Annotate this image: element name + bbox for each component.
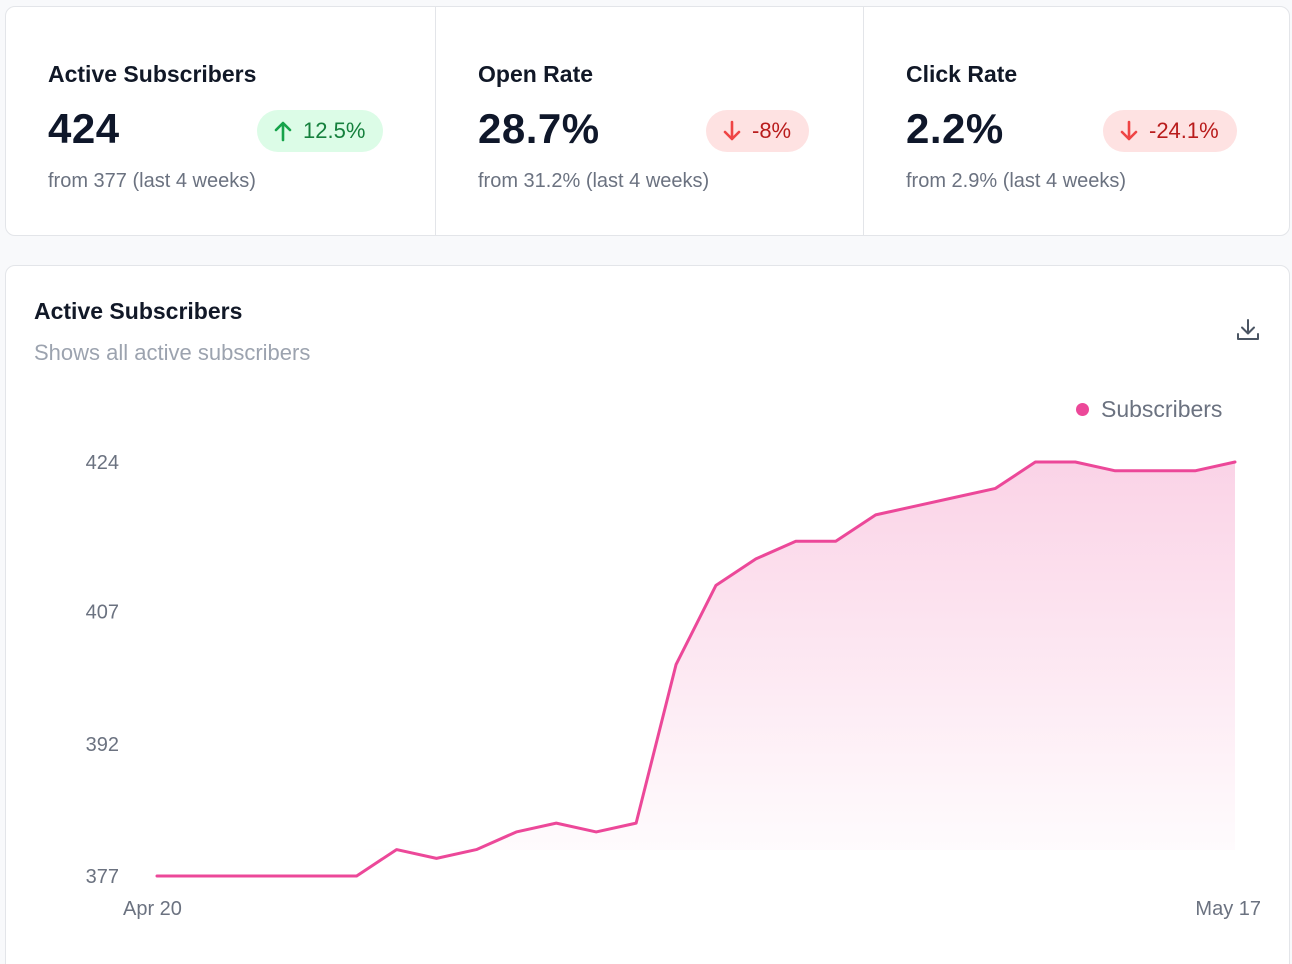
series-line [155,460,1237,878]
change-badge: -8% [706,110,810,152]
change-badge: 12.5% [257,110,384,152]
arrow-down-icon [723,120,741,141]
stat-active-subscribers: Active Subscribers 424 12.5% from 377 (l… [6,7,435,235]
stat-label: Active Subscribers [48,61,257,87]
y-tick-label: 377 [86,866,119,888]
stat-label: Click Rate [906,61,1018,87]
stat-from: from 377 (last 4 weeks) [48,170,256,192]
change-value: -8% [752,118,792,143]
chart-card: Active Subscribers Shows all active subs… [5,265,1290,964]
change-value: -24.1% [1149,118,1219,143]
download-icon [1237,319,1259,340]
chart-title: Active Subscribers [34,298,243,324]
y-tick-label: 424 [86,452,119,474]
stat-value: 2.2% [906,105,1004,152]
subscribers-chart: 377 392 407 424 Apr 20 May 17 [86,452,1261,920]
stat-value: 28.7% [478,105,600,152]
series-area [157,462,1235,850]
stat-from: from 2.9% (last 4 weeks) [906,170,1127,192]
change-badge: -24.1% [1103,110,1237,152]
legend-label: Subscribers [1101,396,1223,422]
chart-legend: Subscribers [1076,396,1222,423]
stat-label: Open Rate [478,61,594,87]
y-tick-label: 407 [86,602,119,624]
x-tick-label: Apr 20 [123,898,182,920]
stat-from: from 31.2% (last 4 weeks) [478,170,710,192]
y-tick-label: 392 [86,734,119,756]
arrow-up-icon [274,121,292,142]
stat-open-rate: Open Rate 28.7% -8% from 31.2% (last 4 w… [435,7,863,235]
stats-card: Active Subscribers 424 12.5% from 377 (l… [5,6,1290,236]
stat-click-rate: Click Rate 2.2% -24.1% from 2.9% (last 4… [863,7,1289,235]
x-tick-label: May 17 [1195,898,1261,920]
legend-marker [1076,403,1089,416]
stat-value: 424 [48,105,120,152]
change-value: 12.5% [303,118,366,143]
arrow-down-icon [1120,120,1138,141]
chart-subtitle: Shows all active subscribers [34,340,311,365]
download-button[interactable] [1234,316,1262,344]
